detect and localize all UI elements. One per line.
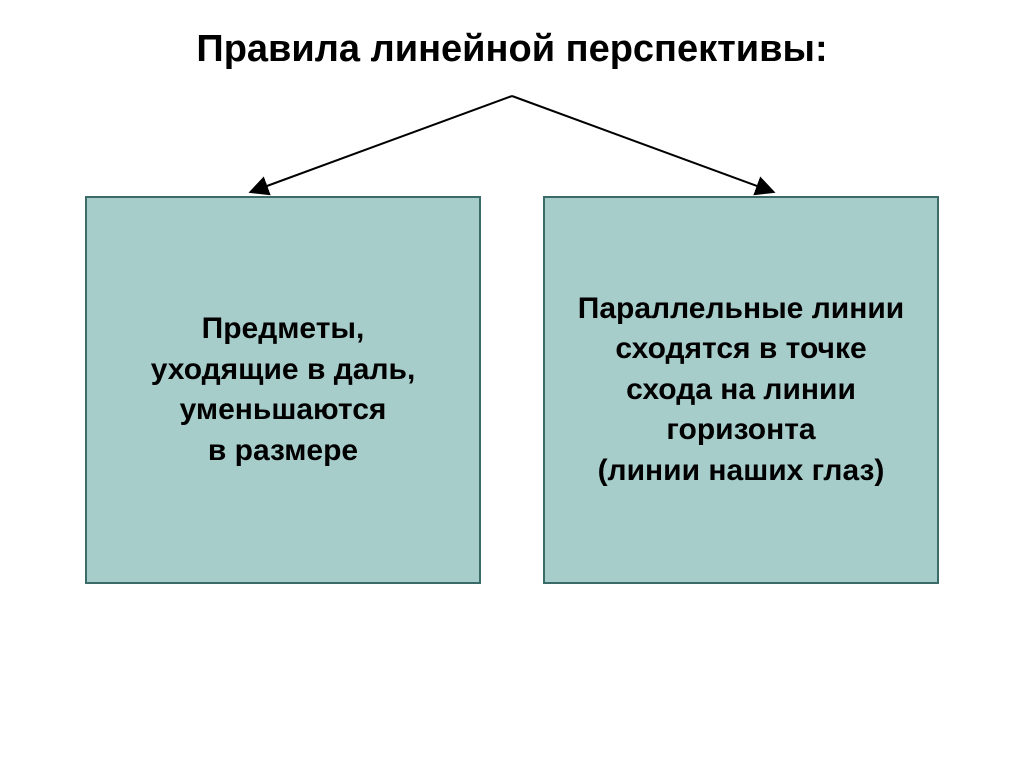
box-left: Предметы, уходящие в даль, уменьшаются в… <box>85 196 481 584</box>
arrow-left <box>256 96 512 190</box>
branch-arrows <box>232 90 792 196</box>
boxes-row: Предметы, уходящие в даль, уменьшаются в… <box>0 196 1024 584</box>
diagram-title: Правила линейной перспективы: <box>0 28 1024 71</box>
box-right: Параллельные линии сходятся в точке сход… <box>543 196 939 584</box>
arrow-right <box>512 96 768 190</box>
arrows-container <box>0 90 1024 196</box>
